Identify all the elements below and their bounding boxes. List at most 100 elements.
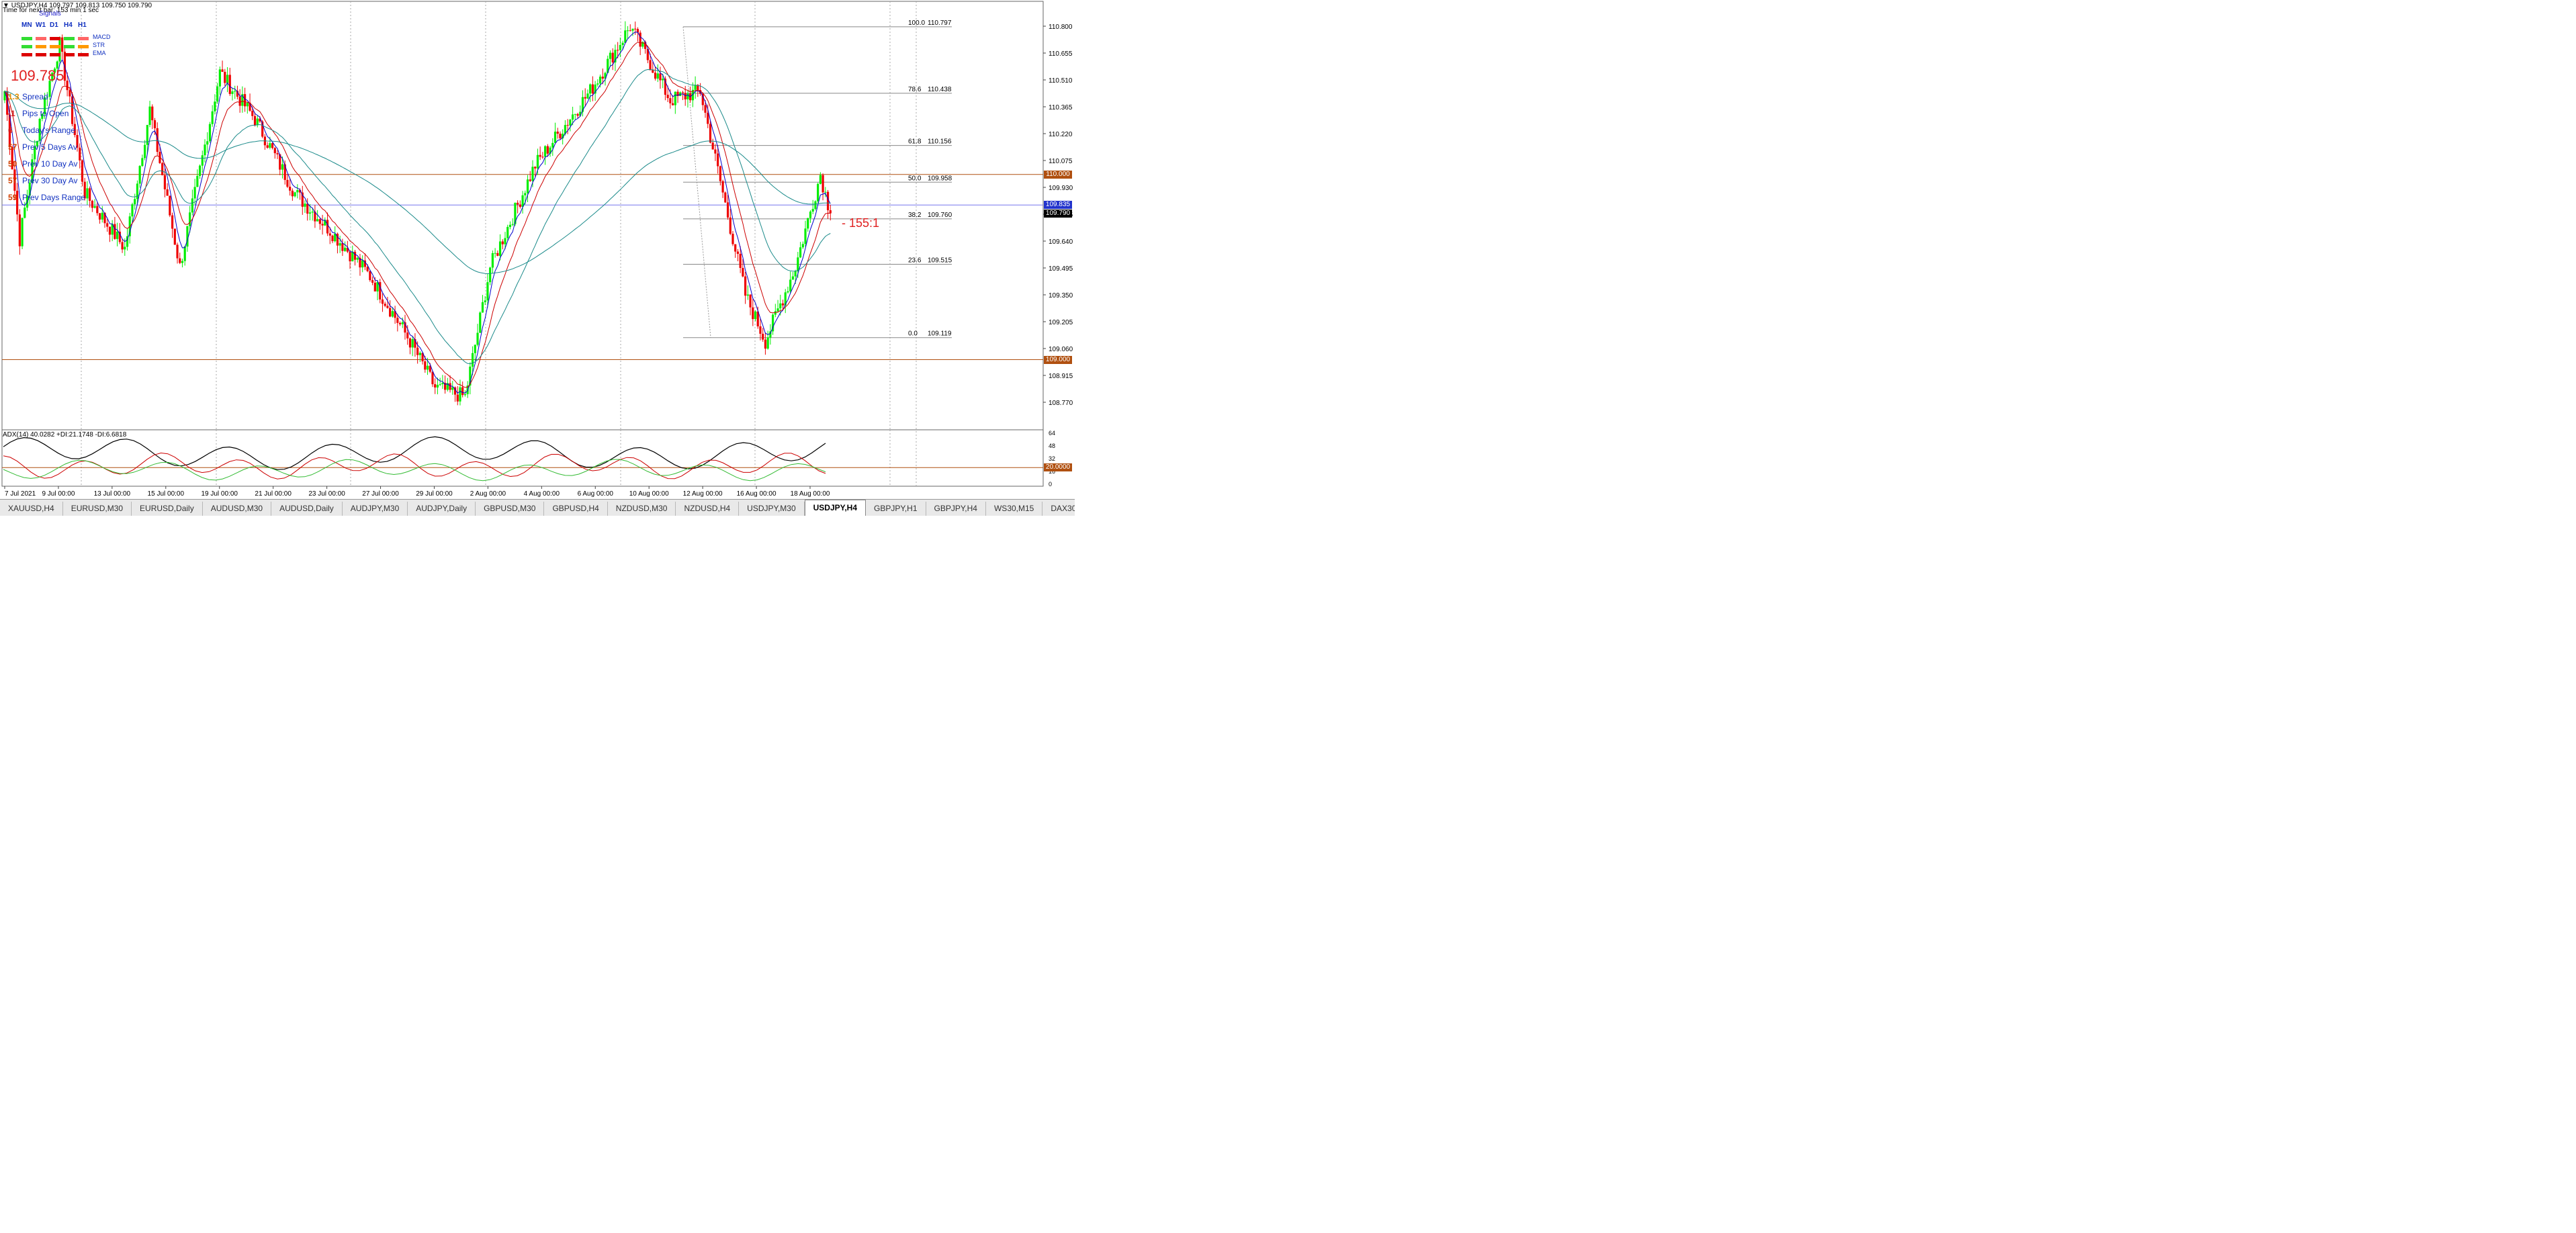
candle-body — [544, 146, 547, 157]
candle-body — [41, 113, 44, 119]
candle-body — [324, 220, 326, 226]
fib-price-label: 109.958 — [928, 175, 952, 182]
candle-body — [201, 155, 204, 166]
candle-body — [639, 32, 641, 47]
candle-body — [171, 215, 174, 229]
fib-level-label: 100.0 — [908, 19, 925, 27]
candle-body — [366, 267, 369, 271]
tab-audusd-daily[interactable]: AUDUSD,Daily — [271, 502, 343, 516]
signal-bar — [78, 37, 89, 40]
candle-body — [346, 247, 349, 252]
tab-gbpjpy-h1[interactable]: GBPJPY,H1 — [866, 502, 926, 516]
candle-body — [604, 73, 607, 79]
candle-body — [314, 212, 316, 222]
candle-body — [629, 30, 631, 32]
candle-body — [181, 261, 184, 263]
candle-body — [189, 212, 191, 226]
candle-body — [151, 106, 154, 121]
candle-body — [11, 146, 13, 170]
time-tick-label: 21 Jul 00:00 — [255, 490, 292, 498]
candle-body — [256, 118, 259, 126]
candle-body — [801, 244, 804, 248]
candle-body — [551, 142, 554, 148]
tab-eurusd-m30[interactable]: EURUSD,M30 — [63, 502, 132, 516]
fib-price-label: 109.119 — [928, 330, 952, 338]
time-tick-label: 27 Jul 00:00 — [362, 490, 399, 498]
candle-body — [148, 106, 151, 126]
candle-body — [707, 112, 709, 124]
adx-title: ADX(14) 40.0282 +DI:21.1748 -DI:6.6818 — [3, 431, 127, 439]
candle-body — [739, 253, 742, 268]
candle-body — [106, 223, 109, 227]
tab-eurusd-daily[interactable]: EURUSD,Daily — [132, 502, 203, 516]
fib-level-label: 38.2 — [908, 212, 922, 219]
tab-audjpy-m30[interactable]: AUDJPY,M30 — [343, 502, 408, 516]
time-tick-label: 29 Jul 00:00 — [416, 490, 453, 498]
tab-nzdusd-m30[interactable]: NZDUSD,M30 — [608, 502, 676, 516]
candle-body — [276, 153, 279, 154]
candle-body — [626, 30, 629, 32]
candle-body — [176, 244, 179, 259]
price-tick-label: 108.915 — [1049, 373, 1073, 380]
tab-dax30-m15[interactable]: DAX30,M15 — [1042, 502, 1075, 516]
candle-body — [481, 302, 484, 313]
candle-body — [259, 118, 261, 122]
signal-bar — [36, 37, 46, 40]
candle-body — [526, 179, 529, 193]
tab-gbpusd-h4[interactable]: GBPUSD,H4 — [544, 502, 608, 516]
info-value: 59 — [8, 193, 17, 202]
signal-row-label: MACD — [93, 34, 111, 40]
fib-level-label: 50.0 — [908, 175, 922, 182]
candle-body — [373, 282, 376, 291]
price-tick-label: 110.655 — [1049, 50, 1073, 58]
chart-window[interactable]: 110.800 110.655 110.510 110.365 110.220 110.0… — [0, 0, 1075, 516]
candle-body — [411, 338, 414, 348]
candle-body — [111, 224, 114, 235]
candle-body — [48, 81, 51, 97]
price-tick-label: 110.220 — [1049, 131, 1073, 138]
signal-bar — [64, 37, 75, 40]
candle-body — [734, 244, 737, 252]
tab-gbpjpy-h4[interactable]: GBPJPY,H4 — [926, 502, 986, 516]
candle-body — [328, 233, 331, 236]
candle-body — [396, 318, 399, 323]
candle-body — [281, 164, 284, 170]
tab-gbpusd-m30[interactable]: GBPUSD,M30 — [476, 502, 545, 516]
candle-body — [709, 124, 712, 143]
candle-body — [669, 98, 672, 103]
chart-title-arrow-icon: ▼ — [3, 2, 11, 9]
candle-body — [666, 95, 669, 99]
tab-nzdusd-h4[interactable]: NZDUSD,H4 — [676, 502, 740, 516]
signal-timeframe-label: H1 — [78, 21, 87, 29]
time-tick-label: 18 Aug 00:00 — [791, 490, 830, 498]
candle-body — [114, 224, 116, 239]
candle-body — [246, 102, 249, 107]
candle-body — [316, 219, 319, 222]
candle-body — [511, 224, 514, 225]
price-chart[interactable]: 110.800 110.655 110.510 110.365 110.220 110.0… — [0, 0, 1075, 499]
candle-body — [711, 142, 714, 150]
candle-body — [298, 190, 302, 193]
candle-body — [529, 179, 531, 181]
tab-usdjpy-h4[interactable]: USDJPY,H4 — [804, 500, 867, 516]
candle-body — [471, 353, 474, 367]
candle-body — [769, 331, 772, 338]
candle-body — [649, 60, 652, 71]
tab-xauusd-h4[interactable]: XAUUSD,H4 — [0, 502, 63, 516]
candle-body — [759, 326, 762, 334]
tab-audjpy-daily[interactable]: AUDJPY,Daily — [408, 502, 476, 516]
candle-body — [799, 247, 802, 258]
info-value: -1 — [8, 109, 15, 118]
candle-body — [566, 125, 569, 126]
fib-price-label: 109.760 — [928, 212, 952, 219]
candle-body — [676, 91, 679, 96]
candle-body — [351, 251, 354, 262]
candle-body — [474, 345, 476, 353]
tab-audusd-m30[interactable]: AUDUSD,M30 — [203, 502, 272, 516]
tab-ws30-m15[interactable]: WS30,M15 — [986, 502, 1043, 516]
adx-pane — [1, 429, 1044, 487]
candle-body — [562, 134, 564, 139]
candle-body — [486, 282, 489, 301]
tab-usdjpy-m30[interactable]: USDJPY,M30 — [739, 502, 805, 516]
candle-body — [494, 253, 496, 254]
